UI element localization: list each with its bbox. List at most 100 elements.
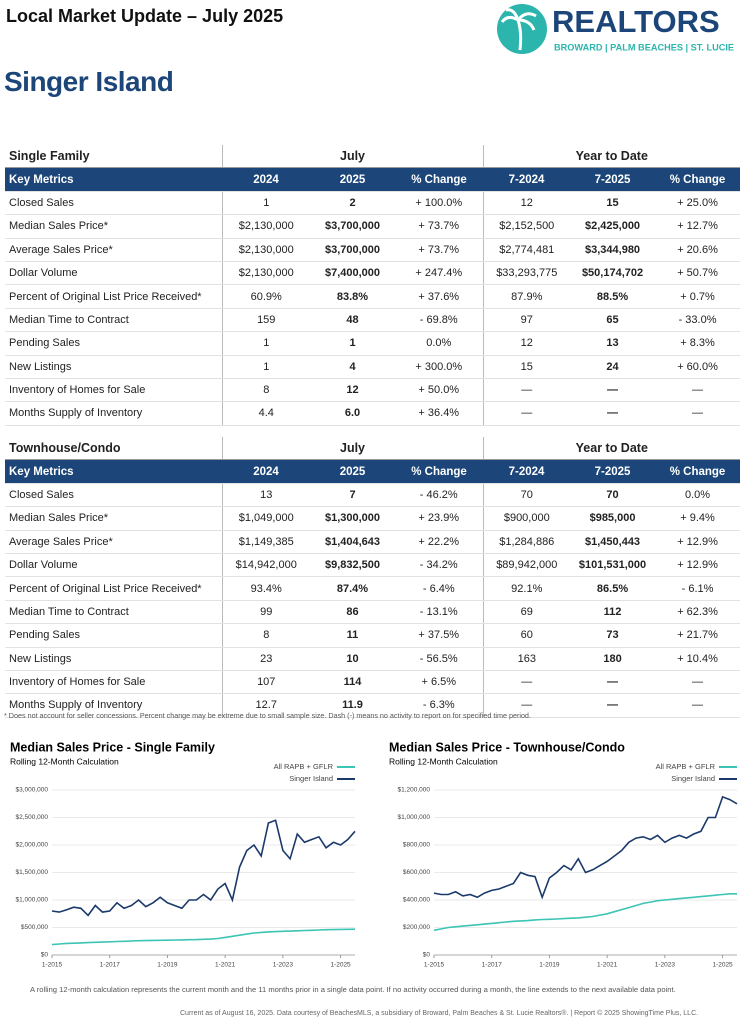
legend-label: Singer Island [289, 774, 333, 783]
metric-name: Dollar Volume [5, 553, 222, 578]
metric-value: $2,425,000 [570, 214, 656, 239]
metric-name: Median Time to Contract [5, 600, 222, 625]
x-tick-label: 1-2025 [712, 962, 733, 969]
metric-row: Dollar Volume $2,130,000 $7,400,000 + 247.4… [5, 261, 741, 286]
metric-value: — [655, 693, 741, 718]
x-tick-label: 1-2015 [42, 962, 63, 969]
period-header: Year to Date [482, 437, 741, 461]
metric-value: $1,450,443 [570, 530, 656, 554]
series-line [51, 819, 356, 917]
metric-name: Months Supply of Inventory [5, 693, 222, 718]
y-tick-label: $1,200,000 [397, 787, 430, 794]
metric-value: 10 [310, 647, 395, 671]
metric-row: Months Supply of Inventory 12.7 11.9- 6.3%… [5, 693, 741, 718]
y-tick-label: $2,500,000 [15, 814, 48, 821]
metric-value: 12 [482, 191, 571, 216]
metric-value: 65 [570, 308, 656, 333]
column-header: Key Metrics [5, 167, 222, 192]
metric-name: Median Time to Contract [5, 308, 222, 333]
metric-value: 1 [310, 331, 395, 356]
metric-value: + 247.4% [395, 261, 484, 286]
metric-value: + 37.5% [395, 623, 484, 648]
metric-value: 69 [482, 600, 571, 625]
metric-value: 180 [570, 647, 656, 671]
metric-value: 159 [221, 308, 310, 333]
column-header: % Change [655, 459, 741, 484]
metric-row: Closed Sales 13 7- 46.2% 70 70 0.0% [5, 483, 741, 508]
metric-row: Average Sales Price* $1,149,385 $1,404,643… [5, 530, 741, 554]
metric-name: Inventory of Homes for Sale [5, 378, 222, 403]
metric-row: Inventory of Homes for Sale 8 12 + 50.0% — — — [5, 378, 741, 403]
x-tick-label: 1-2021 [215, 962, 236, 969]
page-title: Local Market Update – July 2025 [6, 6, 284, 26]
metric-value: 1 [221, 191, 310, 216]
metric-row: Pending Sales 8 11 + 37.5% 60 73 + 21.7% [5, 623, 741, 648]
y-tick-label: $2,000,000 [15, 842, 48, 849]
metric-row: New Listings 23 10- 56.5% 163 180 + 10.4% [5, 647, 741, 671]
legend-label: Singer Island [671, 774, 715, 783]
column-header-row: Key Metrics 2024 2025% Change 7-2024 7-2025%… [5, 459, 741, 484]
metric-value: 12 [482, 331, 571, 356]
period-header: Year to Date [482, 145, 741, 169]
metric-value: $1,149,385 [221, 530, 310, 554]
metric-value: 7 [310, 483, 395, 508]
metric-value: + 25.0% [655, 191, 741, 216]
location-title: Singer Island [4, 66, 174, 97]
x-tick-label: 1-2023 [655, 962, 676, 969]
metric-value: + 23.9% [395, 506, 484, 531]
logo-palm [500, 8, 537, 51]
metric-value: 70 [570, 483, 656, 508]
metric-value: 87.9% [482, 284, 571, 309]
metric-name: Average Sales Price* [5, 530, 222, 554]
metric-value: 99 [221, 600, 310, 625]
metric-value: 60 [482, 623, 571, 648]
metric-value: — [570, 693, 656, 718]
metrics-table: Townhouse/Condo July Year to Date Key Metri… [5, 437, 741, 718]
metrics-table: Single Family July Year to Date Key Metrics… [5, 145, 741, 426]
metric-value: 0.0% [395, 331, 484, 356]
column-header: % Change [395, 459, 484, 484]
metric-value: + 50.7% [655, 261, 741, 286]
metric-value: 92.1% [482, 576, 571, 601]
metric-value: + 6.5% [395, 670, 484, 695]
metric-name: Percent of Original List Price Received* [5, 576, 222, 601]
metric-value: 12 [310, 378, 395, 403]
section-title: Townhouse/Condo [5, 437, 222, 461]
series-line [433, 795, 738, 900]
metric-value: $900,000 [482, 506, 571, 531]
metric-value: + 300.0% [395, 355, 484, 379]
column-header: 7-2024 [483, 459, 571, 484]
metric-row: Median Time to Contract 159 48- 69.8% 97 65-… [5, 308, 741, 333]
metric-value: 15 [482, 355, 571, 379]
metric-value: 112 [570, 600, 656, 625]
metric-value: 13 [570, 331, 656, 356]
metric-value: 87.4% [310, 576, 395, 601]
legend-label: All RAPB + GFLR [274, 762, 334, 771]
metric-name: Months Supply of Inventory [5, 401, 222, 426]
column-header: 2024 [222, 459, 310, 484]
metric-row: Percent of Original List Price Received*… [5, 284, 741, 309]
metric-value: $1,284,886 [482, 530, 571, 554]
y-tick-label: $400,000 [403, 897, 430, 904]
x-tick-label: 1-2017 [100, 962, 121, 969]
metric-value: + 12.7% [655, 214, 741, 239]
series-line [51, 928, 356, 946]
metric-value: + 73.7% [395, 238, 484, 262]
chart-subtitle: Rolling 12-Month Calculation [389, 756, 498, 766]
metric-value: $1,404,643 [310, 530, 395, 554]
metric-row: Median Sales Price* $2,130,000 $3,700,000 +… [5, 214, 741, 239]
metric-value: $33,293,775 [482, 261, 571, 286]
metric-value: — [570, 378, 656, 403]
metric-value: 2 [310, 191, 395, 216]
metric-value: - 34.2% [395, 553, 484, 578]
metric-value: — [570, 401, 656, 426]
metric-value: 8 [221, 378, 310, 403]
y-tick-label: $3,000,000 [15, 787, 48, 794]
metric-value: + 12.9% [655, 530, 741, 554]
metric-value: + 10.4% [655, 647, 741, 671]
y-tick-label: $1,000,000 [397, 814, 430, 821]
logo: REALTORS BROWARD | PALM BEACHES | ST. LU… [497, 4, 734, 54]
column-header: % Change [655, 167, 741, 192]
metric-value: + 20.6% [655, 238, 741, 262]
